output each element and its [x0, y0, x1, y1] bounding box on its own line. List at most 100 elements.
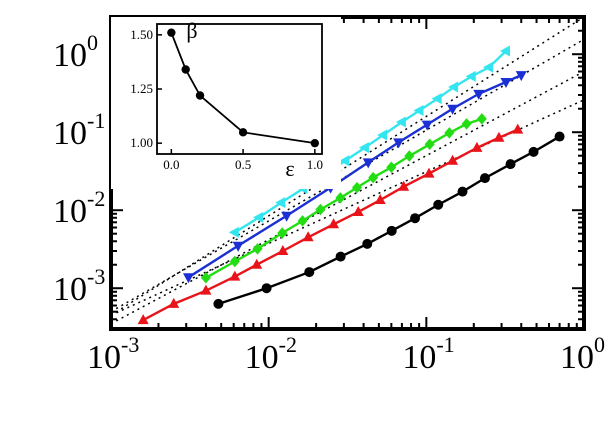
- series-3-point: [277, 227, 288, 239]
- series-5-point: [499, 45, 510, 57]
- x-tick-label-base: 10: [402, 339, 436, 376]
- series-1-point: [554, 131, 565, 142]
- series-1-point: [362, 238, 373, 249]
- series-5-point: [253, 211, 264, 223]
- series-1-point: [457, 186, 468, 197]
- x-tick-label-exponent: -3: [121, 332, 139, 357]
- series-3: [200, 113, 487, 284]
- series-3-point: [386, 161, 397, 173]
- series-2-point: [512, 123, 524, 134]
- series-3-point: [229, 255, 240, 268]
- inset-series-point: [310, 138, 320, 148]
- x-tick-label-exponent: 0: [594, 332, 605, 357]
- series-5-point: [358, 142, 369, 154]
- series-3-point: [297, 215, 308, 227]
- series-4-point: [500, 78, 512, 89]
- series-5-point: [228, 226, 239, 238]
- series-5-point: [413, 104, 424, 116]
- y-tick-label-base: 10: [53, 271, 87, 308]
- series-5-point: [339, 155, 350, 167]
- inset-series-point: [195, 91, 205, 100]
- inset-background: [111, 17, 341, 189]
- series-2-point: [471, 141, 483, 152]
- x-tick-label-exponent: -1: [436, 332, 454, 357]
- series-3-point: [476, 113, 487, 125]
- series-1-point: [505, 159, 516, 170]
- series-2-point: [137, 314, 149, 325]
- inset-x-tick-label: 0.0: [163, 157, 179, 172]
- y-tick-label-base: 10: [53, 193, 87, 230]
- series-1: [213, 131, 565, 309]
- inset-y-title: β: [186, 18, 197, 43]
- x-tick-label-base: 10: [560, 339, 594, 376]
- series-2-point: [200, 284, 212, 295]
- y-tick-label-exponent: 0: [87, 30, 98, 55]
- series-1-point: [410, 213, 421, 224]
- series-2-point: [374, 194, 386, 205]
- series-4-point: [362, 158, 374, 169]
- x-tick-label: 10-3: [87, 332, 139, 376]
- y-tick-label: 10-3: [53, 264, 105, 308]
- inset-series-point: [181, 65, 190, 74]
- series-3-point: [444, 127, 455, 139]
- x-tick-label: 10-2: [245, 332, 297, 376]
- series-2-point: [229, 270, 241, 281]
- series-2-point: [493, 131, 505, 142]
- series-4-point: [182, 273, 194, 284]
- series-5-point: [395, 116, 406, 128]
- series-3-point: [424, 138, 435, 151]
- series-5-point: [465, 70, 476, 82]
- series-2-point: [168, 297, 180, 308]
- series-1-point: [479, 173, 490, 184]
- y-tick-label: 10-2: [53, 186, 105, 230]
- series-1-point: [528, 146, 539, 157]
- inset-x-tick-label: 0.5: [235, 157, 251, 172]
- series-2-point: [398, 180, 410, 191]
- y-tick-label-base: 10: [53, 115, 87, 152]
- series-3-point: [200, 272, 211, 284]
- x-tick-label: 100: [560, 332, 605, 376]
- x-tick-label: 10-1: [402, 332, 454, 376]
- inset-series-point: [238, 128, 248, 137]
- series-4-point: [515, 71, 527, 82]
- series-5-point: [431, 93, 442, 105]
- series-4-point: [421, 120, 433, 131]
- y-tick-label-exponent: -2: [87, 186, 105, 211]
- series-2: [137, 123, 524, 325]
- series-4-point: [281, 211, 293, 222]
- series-3-point: [404, 150, 415, 162]
- series-2-point: [447, 154, 459, 165]
- x-tick-label-base: 10: [245, 339, 279, 376]
- series-2-point: [302, 231, 314, 242]
- series-5-point: [483, 61, 494, 73]
- series-3-point: [252, 243, 263, 255]
- series-3-point: [351, 181, 362, 194]
- series-3-point: [335, 192, 346, 204]
- series-3-point: [315, 203, 326, 216]
- inset-series: [167, 28, 320, 148]
- y-tick-label: 10-1: [53, 108, 105, 152]
- x-tick-label-exponent: -2: [279, 332, 297, 357]
- series-3-point: [368, 171, 379, 184]
- series-5-point: [448, 81, 459, 93]
- series-2-point: [277, 245, 289, 255]
- series-4-point: [393, 138, 405, 149]
- series-4-point: [232, 241, 244, 252]
- series-1-point: [213, 298, 224, 309]
- series-3-point: [461, 118, 472, 130]
- series-2-point: [328, 218, 340, 229]
- series-1-point: [433, 199, 444, 210]
- y-tick-label-exponent: -3: [87, 264, 105, 289]
- series-2-point: [423, 167, 435, 178]
- series-5-point: [275, 197, 286, 209]
- inset-y-tick-label: 1.25: [130, 81, 153, 96]
- series-1-point: [304, 267, 315, 278]
- y-tick-label: 100: [53, 30, 98, 74]
- y-tick-label-exponent: -1: [87, 108, 105, 133]
- inset-y-tick-label: 1.00: [130, 135, 153, 150]
- inset-plot: 0.0 0.5 1.0 1.00 1.25 1.50 β ε: [111, 17, 341, 189]
- series-2-line: [142, 128, 519, 322]
- series-5-point: [377, 129, 388, 141]
